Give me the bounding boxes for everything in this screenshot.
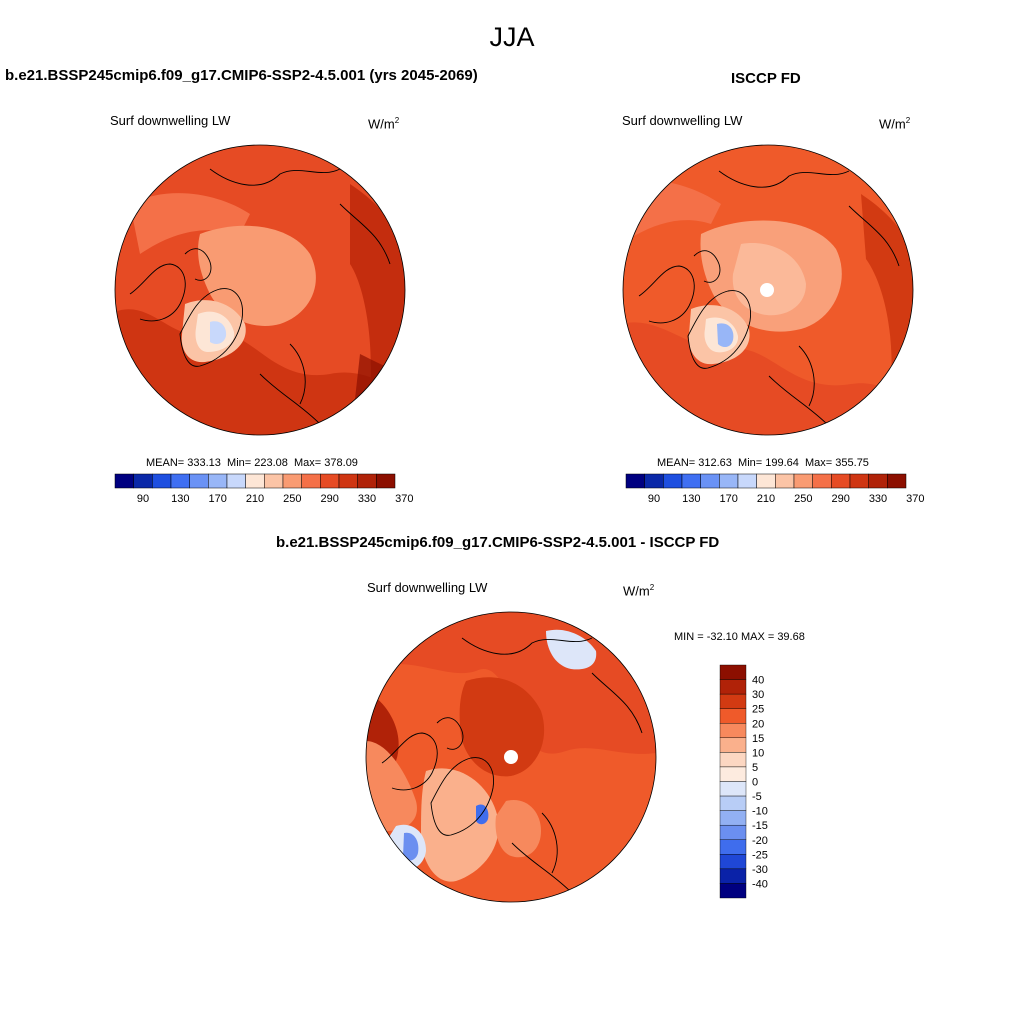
panel1-colorbar-swatch	[226, 473, 246, 489]
panel2-colorbar-swatch	[756, 473, 776, 489]
panel3-units: W/m2	[623, 583, 655, 599]
panel2-colorbar-tick-label: 290	[831, 493, 849, 505]
panel3-map	[365, 611, 657, 903]
panel1-colorbar-swatch	[282, 473, 302, 489]
panel2-colorbar-tick-label: 210	[757, 493, 775, 505]
panel2-colorbar-swatch	[812, 473, 832, 489]
panel3-stats: MIN = -32.10 MAX = 39.68	[674, 631, 805, 643]
panel2-colorbar-swatch	[700, 473, 720, 489]
panel1-colorbar: 90 130 170 210 250 290 330 370	[114, 473, 414, 505]
panel3-colorbar-swatch	[719, 810, 747, 826]
panel3-colorbar: 40 30 25 20 15 10 5 0 -5 -10 -15 -20 -25 -30 -40	[719, 664, 768, 899]
panel1-colorbar-tick-label: 210	[246, 493, 264, 505]
panel3-colorbar-tick-label: -20	[752, 835, 768, 847]
panel3-colorbar-swatch	[719, 766, 747, 782]
panel1-colorbar-swatch	[264, 473, 284, 489]
panel2-colorbar: 90 130 170 210 250 290 330 370	[625, 473, 925, 505]
panel3-colorbar-swatch	[719, 679, 747, 695]
panel3-colorbar-tick-label: -25	[752, 849, 768, 861]
panel1-colorbar-tick-label: 370	[395, 493, 413, 505]
panel2-colorbar-swatch	[719, 473, 739, 489]
panel1-colorbar-tick-label: 330	[358, 493, 376, 505]
panel3-colorbar-tick-label: -15	[752, 820, 768, 832]
panel3-colorbar-tick-label: 30	[752, 689, 764, 701]
panel2-title: ISCCP FD	[731, 70, 801, 87]
panel2-colorbar-swatch	[681, 473, 701, 489]
panel2-colorbar-swatch	[868, 473, 888, 489]
panel3-colorbar-swatch	[719, 752, 747, 768]
panel1-colorbar-swatch	[133, 473, 153, 489]
panel1-colorbar-swatch	[338, 473, 358, 489]
panel2-colorbar-swatch	[887, 473, 907, 489]
panel3-colorbar-tick-label: -5	[752, 791, 762, 803]
panel2-map	[622, 144, 914, 436]
panel3-colorbar-swatch	[719, 693, 747, 709]
panel2-stats: MEAN= 312.63 Min= 199.64 Max= 355.75	[657, 457, 869, 469]
panel1-colorbar-swatch	[208, 473, 228, 489]
panel3-colorbar-swatch	[719, 883, 747, 899]
panel1-colorbar-swatch	[152, 473, 172, 489]
panel3-colorbar-tick-label: 25	[752, 704, 764, 716]
panel1-colorbar-tick-label: 130	[171, 493, 189, 505]
panel2-colorbar-swatch	[793, 473, 813, 489]
panel1-colorbar-tick-label: 90	[137, 493, 149, 505]
panel3-subtitle: Surf downwelling LW	[367, 580, 488, 595]
panel3-title: b.e21.BSSP245cmip6.f09_g17.CMIP6-SSP2-4.…	[276, 534, 720, 551]
panel1-colorbar-swatch	[245, 473, 265, 489]
panel3-colorbar-swatch	[719, 723, 747, 739]
panel1-colorbar-swatch	[357, 473, 377, 489]
panel3-colorbar-tick-label: 15	[752, 733, 764, 745]
panel2-colorbar-swatch	[849, 473, 869, 489]
panel3-colorbar-swatch	[719, 868, 747, 884]
panel1-colorbar-swatch	[189, 473, 209, 489]
panel3-colorbar-swatch	[719, 664, 747, 680]
panel2-units: W/m2	[879, 116, 911, 132]
panel2-colorbar-swatch	[831, 473, 851, 489]
panel3-colorbar-tick-label: 40	[752, 675, 764, 687]
panel2-colorbar-swatch	[737, 473, 757, 489]
panel1-colorbar-tick-label: 250	[283, 493, 301, 505]
panel1-subtitle: Surf downwelling LW	[110, 113, 231, 128]
panel2-colorbar-tick-label: 250	[794, 493, 812, 505]
panel3-colorbar-swatch	[719, 795, 747, 811]
panel1-colorbar-tick-label: 170	[208, 493, 226, 505]
panel3-colorbar-swatch	[719, 839, 747, 855]
panel3-colorbar-tick-label: -30	[752, 864, 768, 876]
panel1-colorbar-swatch	[376, 473, 396, 489]
figure-title: JJA	[489, 22, 535, 52]
panel2-colorbar-swatch	[625, 473, 645, 489]
panel3-colorbar-swatch	[719, 737, 747, 753]
panel2-colorbar-tick-label: 90	[648, 493, 660, 505]
panel1-units: W/m2	[368, 116, 400, 132]
panel1-stats: MEAN= 333.13 Min= 223.08 Max= 378.09	[146, 457, 358, 469]
panel3-colorbar-swatch	[719, 824, 747, 840]
panel1-colorbar-swatch	[170, 473, 190, 489]
panel3-colorbar-tick-label: -40	[752, 878, 768, 890]
panel3-colorbar-tick-label: -10	[752, 806, 768, 818]
panel3-colorbar-tick-label: 0	[752, 777, 758, 789]
panel3-colorbar-tick-label: 5	[752, 762, 758, 774]
panel3-colorbar-tick-label: 20	[752, 718, 764, 730]
panel3-colorbar-swatch	[719, 854, 747, 870]
panel3-colorbar-swatch	[719, 781, 747, 797]
panel3-colorbar-swatch	[719, 708, 747, 724]
panel2-colorbar-tick-label: 370	[906, 493, 924, 505]
panel2-colorbar-swatch	[775, 473, 795, 489]
panel3-colorbar-tick-label: 10	[752, 747, 764, 759]
panel2-colorbar-swatch	[663, 473, 683, 489]
panel2-subtitle: Surf downwelling LW	[622, 113, 743, 128]
panel1-title: b.e21.BSSP245cmip6.f09_g17.CMIP6-SSP2-4.…	[5, 67, 478, 84]
panel1-colorbar-tick-label: 290	[320, 493, 338, 505]
panel2-colorbar-swatch	[644, 473, 664, 489]
panel1-map	[114, 144, 406, 436]
panel2-colorbar-tick-label: 170	[719, 493, 737, 505]
panel1-colorbar-swatch	[114, 473, 134, 489]
panel1-colorbar-swatch	[320, 473, 340, 489]
panel2-colorbar-tick-label: 130	[682, 493, 700, 505]
panel2-colorbar-tick-label: 330	[869, 493, 887, 505]
panel1-colorbar-swatch	[301, 473, 321, 489]
